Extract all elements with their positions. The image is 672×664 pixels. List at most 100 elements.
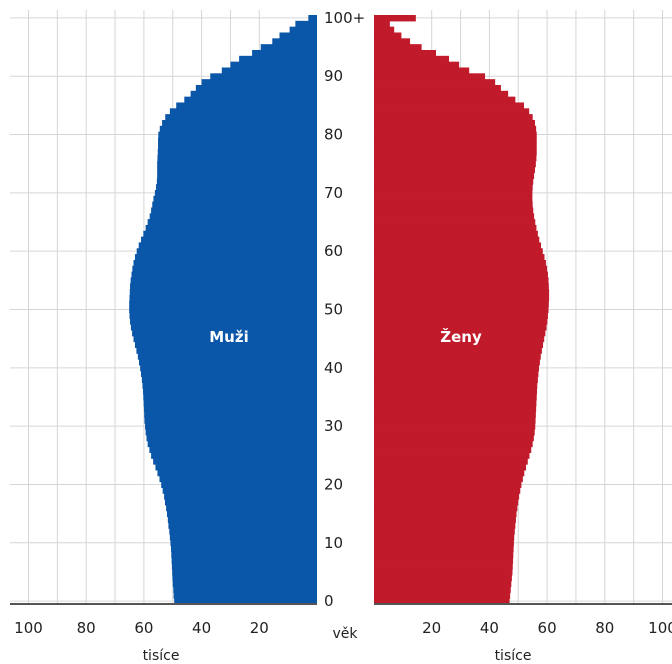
bar-muzi-age-31 <box>144 417 317 424</box>
bar-muzi-age-3 <box>172 580 317 588</box>
bar-zeny-age-29 <box>374 429 535 436</box>
bar-muzi-age-78 <box>158 143 317 150</box>
bar-muzi-age-77 <box>157 149 317 156</box>
bar-muzi-age-87 <box>190 90 317 98</box>
bar-muzi-age-22 <box>157 469 317 477</box>
bar-zeny-age-38 <box>374 376 538 383</box>
x-tick-label-left: 80 <box>77 619 96 637</box>
bar-zeny-age-89 <box>374 79 496 86</box>
bar-zeny-age-2 <box>374 586 511 593</box>
bar-zeny-age-7 <box>374 557 514 564</box>
bar-zeny-age-6 <box>374 563 513 570</box>
bar-muzi-age-100 <box>308 15 317 22</box>
bar-muzi-age-12 <box>169 528 317 535</box>
bar-muzi-age-47 <box>130 324 317 331</box>
bar-muzi-age-49 <box>129 312 317 319</box>
bar-zeny-age-33 <box>374 405 537 413</box>
bar-zeny-age-44 <box>374 341 544 349</box>
bar-zeny-age-31 <box>374 417 536 424</box>
x-tick-label-right: 60 <box>538 619 557 637</box>
bar-muzi-age-52 <box>129 294 317 302</box>
bar-zeny-age-1 <box>374 592 511 599</box>
y-tick-label: 0 <box>324 592 334 610</box>
bar-muzi-age-65 <box>147 219 317 226</box>
bar-muzi-age-50 <box>129 306 317 314</box>
bar-zeny-age-3 <box>374 580 512 588</box>
bar-zeny-age-48 <box>374 318 548 325</box>
bar-muzi-age-24 <box>153 458 317 465</box>
bar-zeny-age-18 <box>374 493 520 500</box>
bar-zeny-age-100 <box>374 15 416 22</box>
bar-muzi-age-29 <box>145 429 317 436</box>
bar-zeny-age-80 <box>374 131 537 139</box>
bar-muzi-age-17 <box>164 499 317 506</box>
bar-muzi-age-38 <box>141 376 317 383</box>
bar-muzi-age-96 <box>272 38 317 45</box>
bar-zeny-age-88 <box>374 84 501 92</box>
bar-muzi-age-53 <box>129 289 317 296</box>
bar-zeny-age-57 <box>374 265 548 273</box>
bar-zeny-age-91 <box>374 67 470 74</box>
bar-muzi-age-54 <box>130 283 317 290</box>
bar-zeny-age-36 <box>374 388 538 395</box>
bar-zeny-age-34 <box>374 399 537 407</box>
bar-zeny-age-46 <box>374 329 546 337</box>
bar-muzi-age-90 <box>210 73 317 80</box>
bar-muzi-age-1 <box>173 592 317 599</box>
bar-muzi-age-61 <box>138 242 317 249</box>
bar-muzi-age-51 <box>129 300 317 308</box>
bar-zeny-age-25 <box>374 452 530 459</box>
y-tick-label: 10 <box>324 534 343 552</box>
bar-zeny-age-20 <box>374 481 522 488</box>
bar-zeny-age-67 <box>374 207 534 214</box>
bar-muzi-age-14 <box>167 516 317 523</box>
bar-muzi-age-0 <box>174 598 317 605</box>
bar-zeny-age-47 <box>374 324 547 331</box>
y-tick-label: 80 <box>324 126 343 144</box>
bar-muzi-age-58 <box>133 259 317 267</box>
bar-zeny-age-51 <box>374 300 549 308</box>
bar-zeny-age-63 <box>374 230 538 238</box>
bar-muzi-age-70 <box>154 189 317 197</box>
bar-muzi-age-92 <box>230 61 317 69</box>
bar-zeny-age-71 <box>374 184 533 191</box>
bar-zeny-age-86 <box>374 96 516 104</box>
bar-zeny-age-75 <box>374 160 536 168</box>
bar-zeny-age-61 <box>374 242 542 249</box>
x-tick-label-left: 60 <box>134 619 153 637</box>
bar-muzi-age-97 <box>279 32 317 39</box>
bar-zeny-age-42 <box>374 353 541 360</box>
bar-muzi-age-83 <box>165 114 317 121</box>
y-tick-label: 90 <box>324 67 343 85</box>
x-tick-label-left: 40 <box>192 619 211 637</box>
bar-zeny-age-66 <box>374 213 535 220</box>
bar-muzi-age-44 <box>134 341 317 349</box>
bar-zeny-age-76 <box>374 154 537 162</box>
y-tick-label: 20 <box>324 475 343 493</box>
bar-zeny-age-24 <box>374 458 528 465</box>
bar-zeny-age-16 <box>374 504 518 512</box>
bar-zeny-age-85 <box>374 102 525 109</box>
bar-zeny-age-13 <box>374 522 516 529</box>
bar-zeny-age-78 <box>374 143 537 150</box>
bar-zeny-age-26 <box>374 446 532 453</box>
bar-zeny-age-30 <box>374 423 536 430</box>
bar-zeny-age-58 <box>374 259 546 267</box>
bar-zeny-age-55 <box>374 277 549 284</box>
bar-muzi-age-26 <box>149 446 317 453</box>
bar-muzi-age-55 <box>130 277 317 284</box>
x-tick-label-right: 80 <box>595 619 614 637</box>
bar-muzi-age-71 <box>156 184 317 191</box>
bar-muzi-age-86 <box>184 96 317 104</box>
bar-zeny-age-23 <box>374 464 527 471</box>
bar-zeny-age-97 <box>374 32 402 39</box>
bar-zeny-age-74 <box>374 166 535 174</box>
bar-muzi-age-20 <box>161 481 317 488</box>
x-axis-label-left: tisíce <box>143 648 180 664</box>
bar-zeny-age-40 <box>374 364 540 372</box>
bar-zeny-age-83 <box>374 114 533 121</box>
bar-muzi-age-30 <box>145 423 317 430</box>
bar-muzi-age-37 <box>142 382 317 389</box>
bar-zeny-age-32 <box>374 411 536 418</box>
bar-zeny-age-65 <box>374 219 536 226</box>
